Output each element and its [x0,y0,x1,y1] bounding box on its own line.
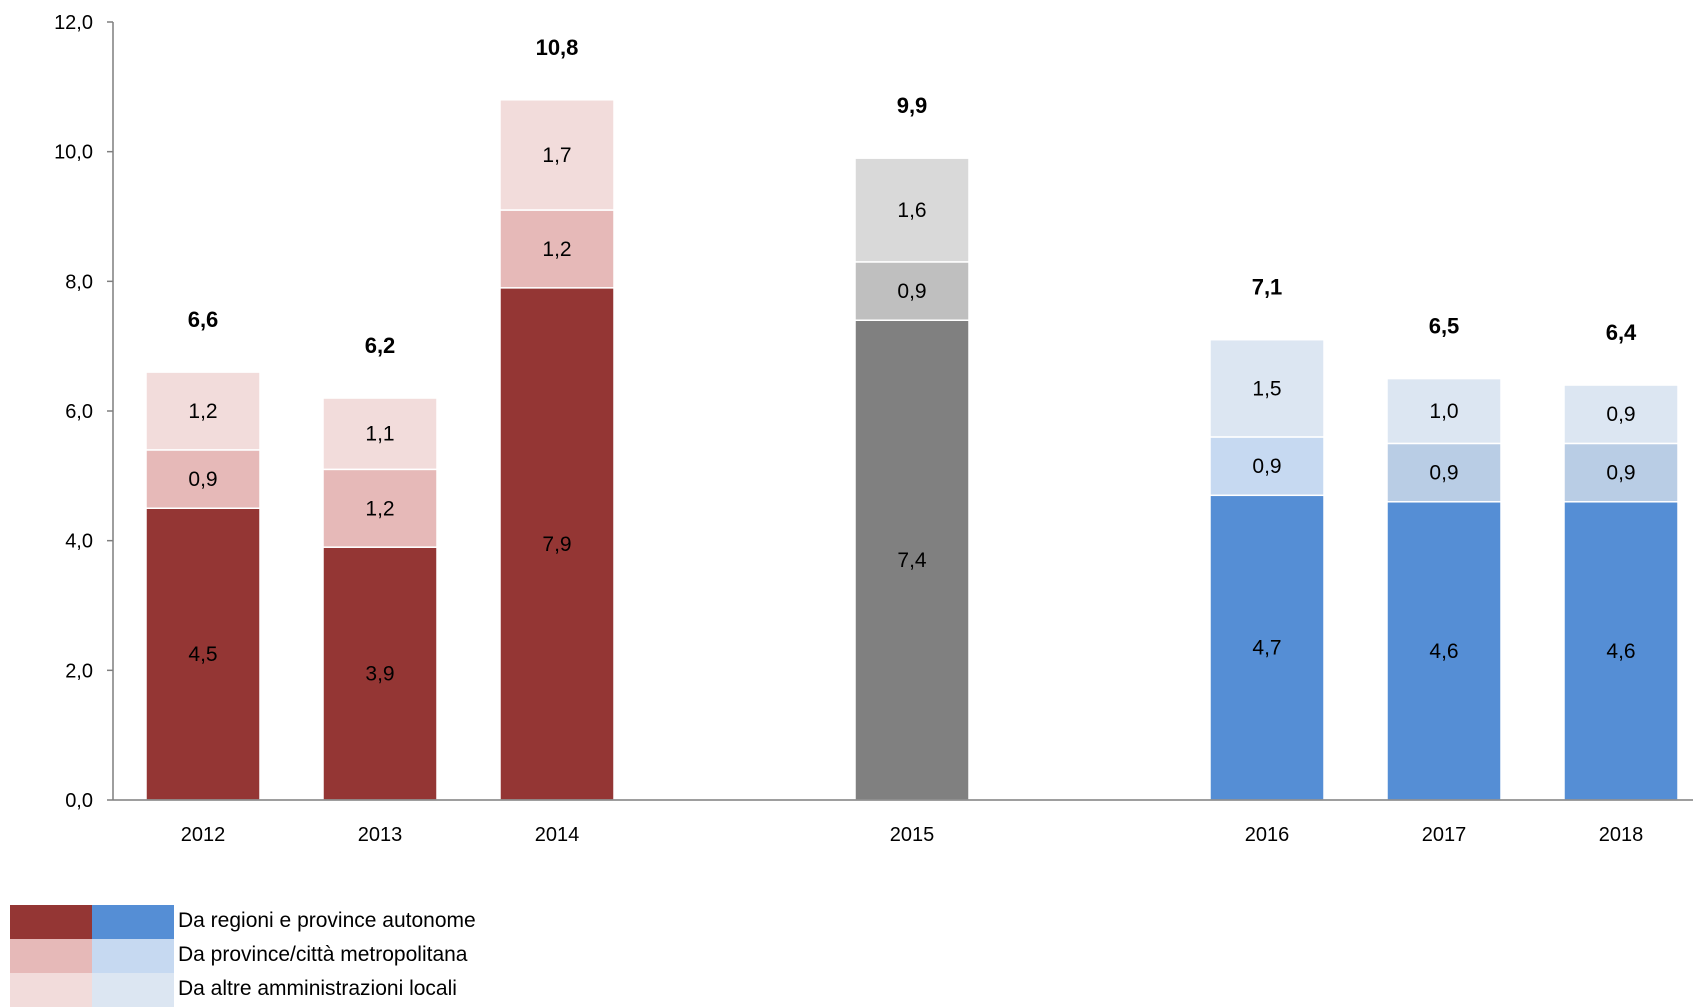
total-value-label: 6,2 [365,333,396,358]
segment-value-label: 4,7 [1252,637,1281,660]
legend-swatch-red [10,939,92,973]
legend-swatch-blue [92,905,174,939]
segment-value-label: 7,9 [542,533,571,556]
bar-stack-2016: 4,7 0,9 1,5 7,1 [1209,275,1325,801]
total-value-label: 6,4 [1606,320,1637,345]
legend-label: Da regioni e province autonome [178,909,476,932]
y-tick-label: 8,0 [65,271,93,293]
bar-stack-2012: 4,5 0,9 1,2 6,6 [145,307,261,801]
bar-segment [854,157,970,263]
segment-value-label: 1,2 [365,497,394,520]
bar-stack-2015: 7,4 0,9 1,6 9,9 [854,93,970,801]
bar-segment [1563,501,1679,801]
segment-value-label: 0,9 [1606,462,1635,485]
segment-value-label: 1,6 [897,199,926,222]
y-tick-label: 12,0 [54,12,93,34]
bar-segment [1209,338,1325,438]
segment-value-label: 1,2 [542,238,571,261]
x-tick-label: 2017 [1422,824,1467,846]
total-value-label: 7,1 [1252,275,1283,300]
segment-value-label: 1,7 [542,144,571,167]
bar-segment [145,507,261,801]
legend-label: Da altre amministrazioni locali [178,977,457,1000]
bar-stack-2014: 7,9 1,2 1,7 10,8 [499,35,615,801]
bar-segment [1563,442,1679,503]
bars: 4,5 0,9 1,2 6,6 3,9 1,2 1,1 6,2 7,9 1,2 1,7 10,8 7,4… [145,35,1679,801]
bar-segment [1209,494,1325,801]
segment-value-label: 4,6 [1606,640,1635,663]
x-tick-label: 2014 [535,824,580,846]
bar-stack-2018: 4,6 0,9 0,9 6,4 [1563,320,1679,801]
bar-segment [1563,384,1679,445]
segment-value-label: 7,4 [897,549,927,572]
segment-value-label: 4,6 [1429,640,1458,663]
bar-segment [499,99,615,211]
segment-value-label: 0,9 [1429,462,1458,485]
segment-value-label: 1,5 [1252,377,1281,400]
segment-value-label: 1,2 [188,400,217,423]
x-tick-label: 2015 [890,824,935,846]
x-tick-label: 2012 [181,824,226,846]
stacked-bar-chart: 0,0 2,0 4,0 6,0 8,0 10,0 12,0 4,5 0,9 1,2 6,6 3,9 1… [54,12,1693,846]
y-tick-label: 0,0 [65,790,93,812]
y-tick-label: 2,0 [65,660,93,682]
y-tick-label: 4,0 [65,531,93,553]
x-tick-label: 2013 [358,824,403,846]
legend-swatch-red [10,973,92,1007]
x-tick-label: 2016 [1245,824,1290,846]
y-tick-label: 10,0 [54,142,93,164]
total-value-label: 6,6 [188,307,219,332]
segment-value-label: 0,9 [897,280,926,303]
bar-stack-2013: 3,9 1,2 1,1 6,2 [322,333,438,801]
legend-label: Da province/città metropolitana [178,943,468,966]
legend-swatch-red [10,905,92,939]
bar-segment [322,397,438,471]
x-tick-label: 2018 [1599,824,1644,846]
bar-segment [145,371,261,451]
bar-segment [499,209,615,289]
segment-value-label: 3,9 [365,663,394,686]
segment-value-label: 1,0 [1429,400,1458,423]
bar-segment [322,546,438,801]
segment-value-label: 0,9 [1252,455,1281,478]
legend-swatch-blue [92,973,174,1007]
total-value-label: 9,9 [897,93,928,118]
bar-segment [1386,442,1502,503]
total-value-label: 6,5 [1429,314,1460,339]
bar-segment [145,449,261,509]
bar-segment [854,261,970,321]
segment-value-label: 0,9 [188,468,217,491]
legend-swatch-blue [92,939,174,973]
y-tick-label: 6,0 [65,401,93,423]
y-axis: 0,0 2,0 4,0 6,0 8,0 10,0 12,0 [54,12,114,812]
segment-value-label: 1,1 [365,423,394,446]
segment-value-label: 4,5 [188,643,217,666]
bar-stack-2017: 4,6 0,9 1,0 6,5 [1386,314,1502,801]
segment-value-label: 0,9 [1606,403,1635,426]
x-axis: 2012 2013 2014 2015 2016 2017 2018 [113,799,1693,846]
bar-segment [854,319,970,801]
total-value-label: 10,8 [536,35,579,60]
bar-segment [1386,377,1502,445]
bar-segment [322,468,438,548]
